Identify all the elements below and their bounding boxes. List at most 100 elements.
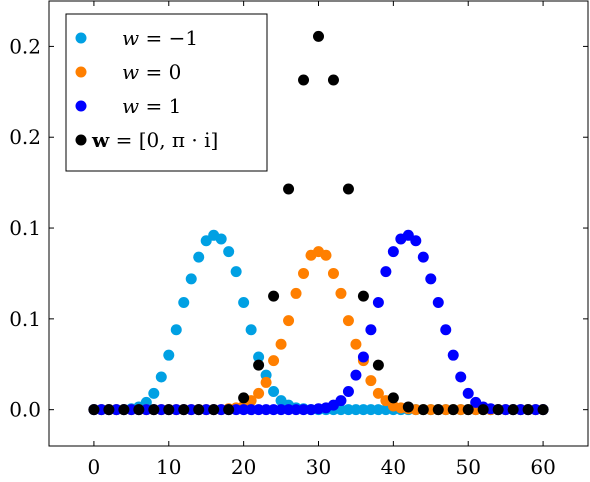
x-tick-label: 60 xyxy=(530,455,555,479)
data-point xyxy=(208,404,220,416)
data-point xyxy=(357,290,369,302)
axis-ticks xyxy=(49,1,588,446)
data-point xyxy=(148,404,160,416)
data-point xyxy=(417,404,429,416)
y-tick-label: 0.1 xyxy=(9,216,41,240)
data-point xyxy=(268,290,280,302)
data-point xyxy=(372,297,384,309)
legend-label: w = −1 xyxy=(122,26,198,50)
data-point xyxy=(447,404,459,416)
data-point xyxy=(260,376,272,388)
data-point xyxy=(178,297,190,309)
data-point xyxy=(223,404,235,416)
series-0 xyxy=(88,229,549,416)
data-point xyxy=(522,404,534,416)
data-point xyxy=(223,246,235,258)
legend-label: w = 0 xyxy=(122,60,181,84)
data-point xyxy=(103,404,115,416)
data-point xyxy=(462,387,474,399)
y-tick-label: 0.1 xyxy=(9,307,41,331)
data-point xyxy=(290,287,302,299)
data-point xyxy=(335,287,347,299)
data-point xyxy=(155,371,167,383)
y-tick-label: 0.2 xyxy=(9,34,41,58)
legend: w = −1 w = 0 w = 1 w = [0, π · i] xyxy=(65,13,268,172)
data-point xyxy=(357,351,369,363)
data-point xyxy=(417,251,429,263)
x-tick-label: 30 xyxy=(306,455,331,479)
data-point xyxy=(298,267,310,279)
data-point xyxy=(342,183,354,195)
data-point xyxy=(365,375,377,387)
data-point xyxy=(268,355,280,367)
data-point xyxy=(440,324,452,336)
data-point xyxy=(185,273,197,285)
data-point xyxy=(163,404,175,416)
data-point xyxy=(320,249,332,261)
data-point xyxy=(432,297,444,309)
legend-marker xyxy=(75,100,87,112)
data-point xyxy=(425,273,437,285)
data-points xyxy=(88,30,549,416)
legend-label: w = [0, π · i] xyxy=(91,128,218,152)
data-point xyxy=(350,338,362,350)
data-point xyxy=(372,359,384,371)
legend-box xyxy=(65,13,268,172)
data-point xyxy=(118,404,130,416)
data-point xyxy=(507,404,519,416)
data-point xyxy=(387,392,399,404)
legend-marker xyxy=(75,66,87,78)
data-point xyxy=(298,74,310,86)
data-point xyxy=(380,266,392,278)
data-point xyxy=(215,233,227,245)
data-point xyxy=(447,349,459,361)
data-point xyxy=(327,267,339,279)
data-point xyxy=(477,404,489,416)
y-tick-label: 0.0 xyxy=(9,398,41,422)
data-point xyxy=(133,404,145,416)
data-point xyxy=(88,404,100,416)
data-point xyxy=(163,349,175,361)
data-point xyxy=(253,359,265,371)
data-point xyxy=(230,266,242,278)
data-point xyxy=(372,387,384,399)
data-point xyxy=(170,324,182,336)
data-point xyxy=(432,404,444,416)
data-point xyxy=(537,404,549,416)
data-point xyxy=(253,351,265,363)
data-point xyxy=(313,30,324,42)
data-point xyxy=(342,315,354,327)
data-point xyxy=(253,387,265,399)
axis-tick-labels: 0 10 20 30 40 50 60 0.0 0.1 0.1 0.2 0.2 xyxy=(9,34,556,479)
data-point xyxy=(402,401,414,413)
data-point xyxy=(283,183,295,195)
data-point xyxy=(410,235,422,247)
series-3 xyxy=(88,30,549,416)
data-point xyxy=(268,386,280,398)
data-point xyxy=(492,404,504,416)
data-point xyxy=(245,324,257,336)
x-tick-label: 20 xyxy=(231,455,256,479)
x-tick-label: 40 xyxy=(381,455,406,479)
data-point xyxy=(462,404,474,416)
x-tick-label: 50 xyxy=(455,455,480,479)
data-point xyxy=(387,246,399,258)
legend-label: w = 1 xyxy=(122,94,181,118)
legend-marker xyxy=(75,32,87,44)
data-point xyxy=(283,315,295,327)
data-point xyxy=(193,251,205,263)
series-2 xyxy=(88,229,549,416)
data-point xyxy=(335,395,347,407)
data-point xyxy=(193,404,205,416)
data-point xyxy=(275,338,287,350)
data-point xyxy=(238,392,250,404)
data-point xyxy=(365,324,377,336)
x-tick-label: 10 xyxy=(156,455,181,479)
data-point xyxy=(342,386,354,398)
data-point xyxy=(455,371,467,383)
y-tick-label: 0.2 xyxy=(9,125,41,149)
x-tick-label: 0 xyxy=(88,455,101,479)
data-point xyxy=(178,404,190,416)
legend-marker xyxy=(75,134,87,146)
